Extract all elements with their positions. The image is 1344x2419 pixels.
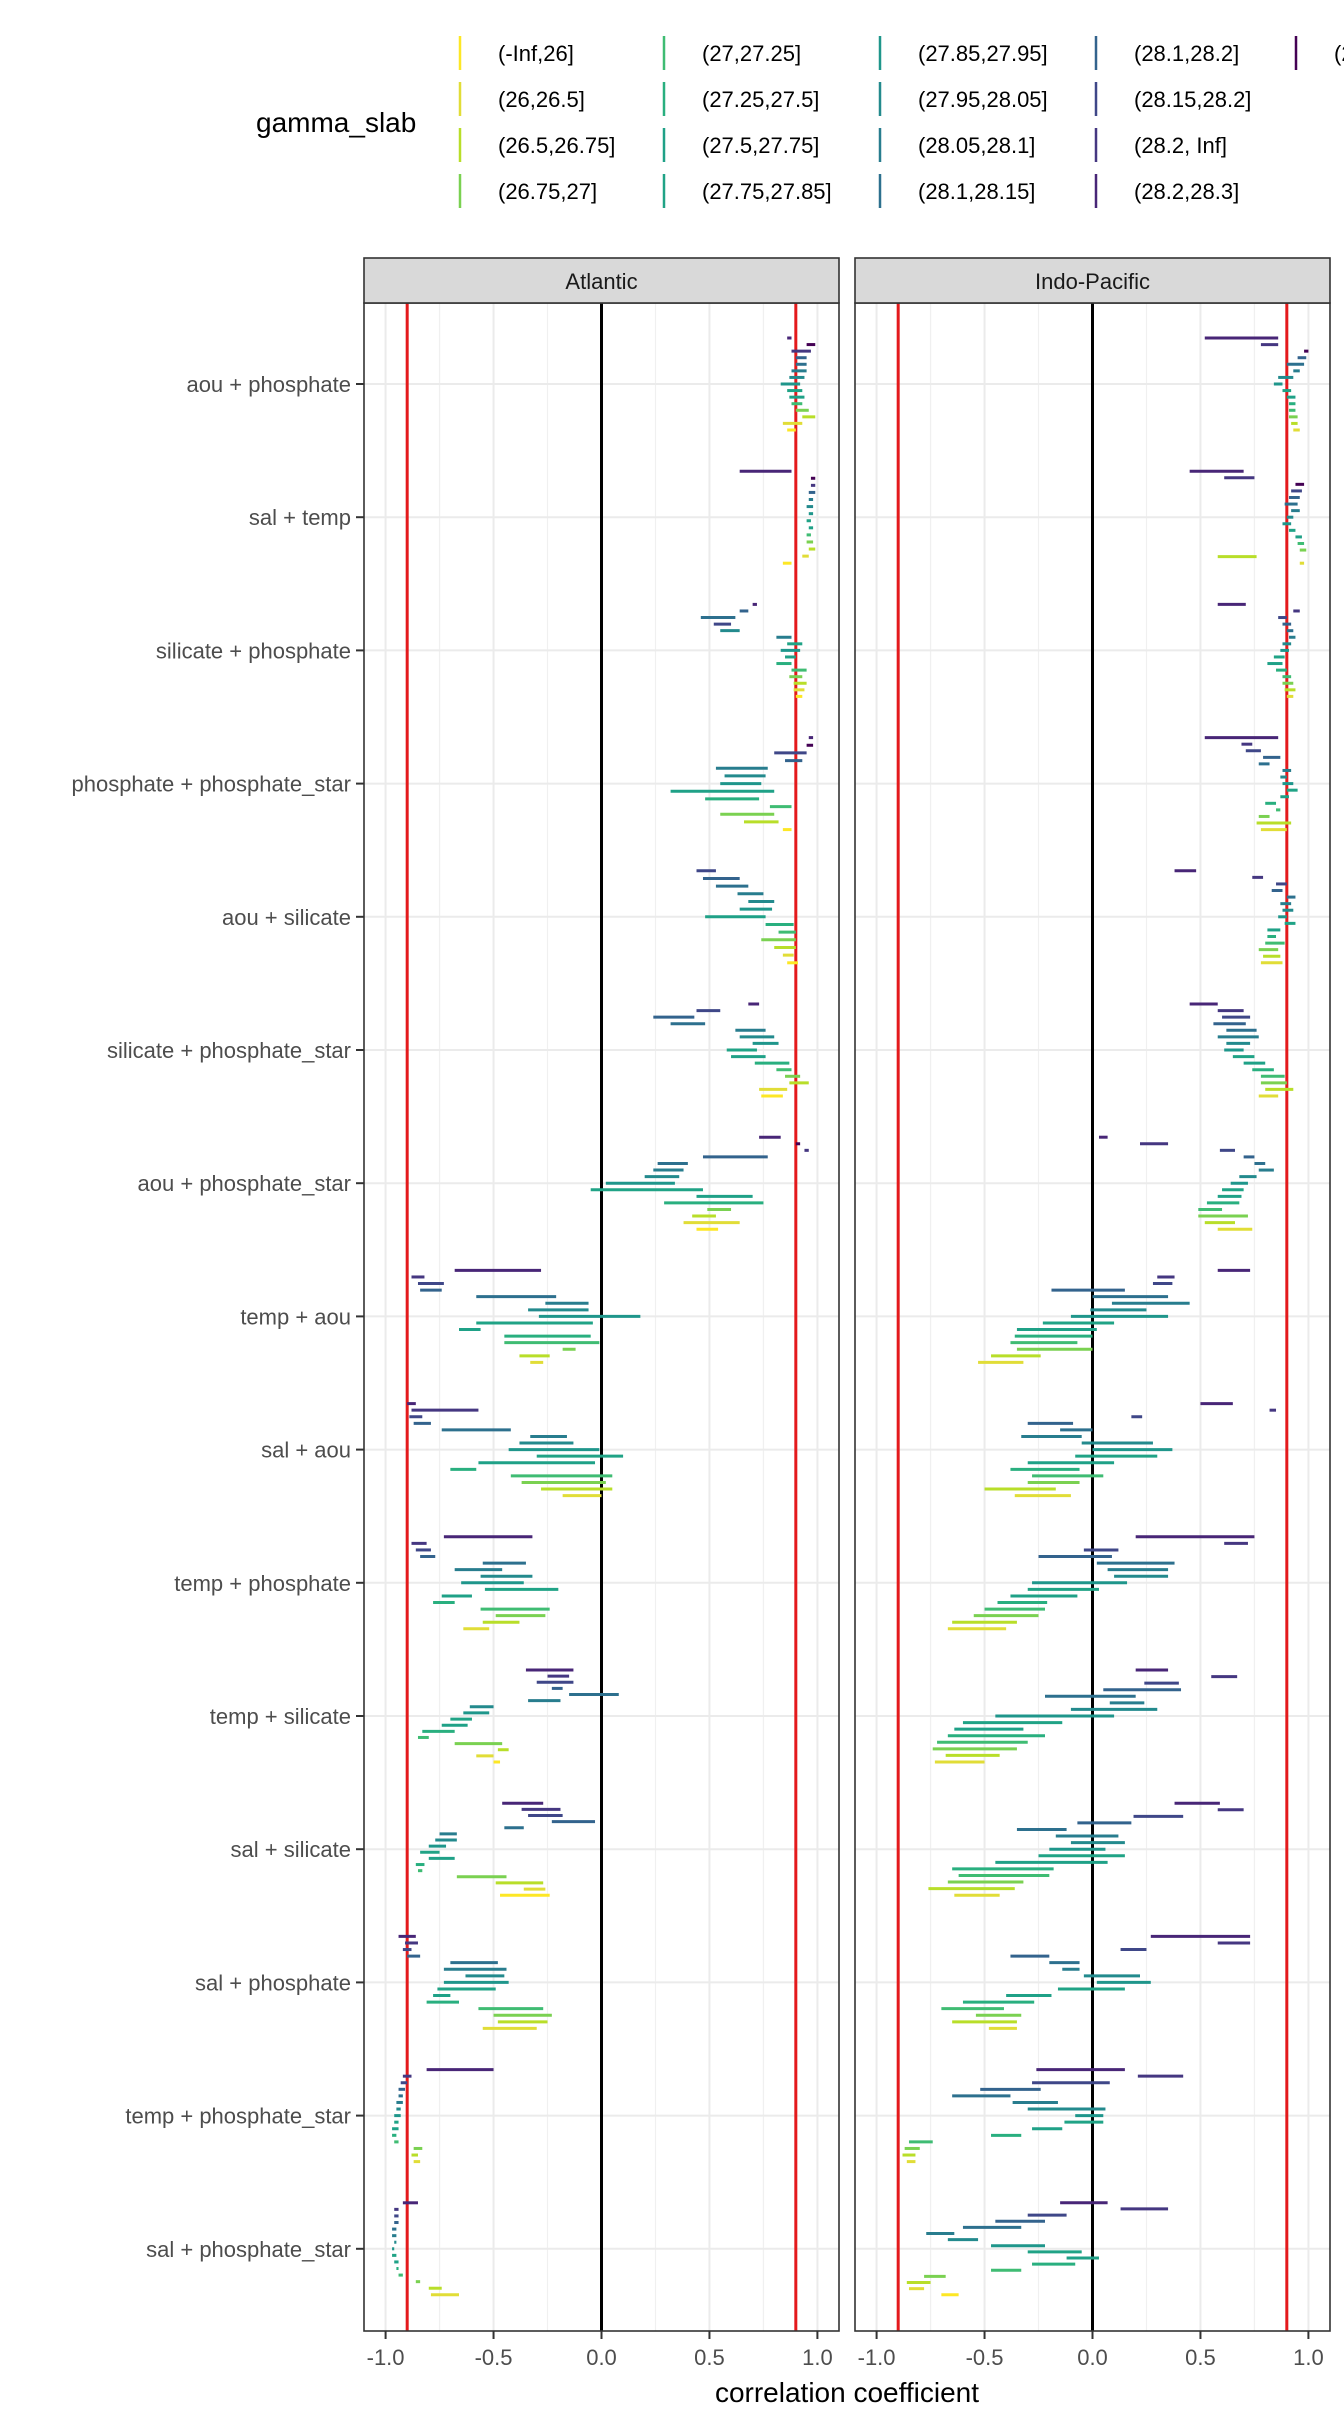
x-axis-title: correlation coefficient — [715, 2377, 979, 2408]
x-tick-label: -1.0 — [858, 2345, 896, 2370]
y-tick-label: sal + silicate — [231, 1837, 351, 1862]
legend-label-0: (-Inf,26] — [498, 41, 574, 66]
x-tick-label: -0.5 — [475, 2345, 513, 2370]
legend-label-4: (27,27.25] — [702, 41, 801, 66]
x-tick-label: 0.5 — [1185, 2345, 1216, 2370]
facet-label: Indo-Pacific — [1035, 269, 1150, 294]
y-tick-label: temp + silicate — [210, 1704, 351, 1729]
y-tick-label: sal + temp — [249, 505, 351, 530]
legend-label-16: (28.3,Inf] — [1334, 41, 1344, 66]
y-tick-label: silicate + phosphate — [156, 638, 351, 663]
legend-label-15: (28.2,28.3] — [1134, 179, 1239, 204]
y-tick-label: temp + phosphate — [174, 1571, 351, 1596]
legend-label-2: (26.5,26.75] — [498, 133, 615, 158]
x-tick-label: 0.0 — [586, 2345, 617, 2370]
legend-label-5: (27.25,27.5] — [702, 87, 819, 112]
legend-label-7: (27.75,27.85] — [702, 179, 832, 204]
panel-0: Atlantic -1.0 -0.5 0.0 0.5 1.0 — [363, 257, 840, 2370]
facet-panels: Atlantic -1.0 -0.5 0.0 0.5 1.0 Indo-Pacific -1.… — [363, 257, 1331, 2370]
x-tick-label: 0.0 — [1077, 2345, 1108, 2370]
facet-strip — [363, 257, 840, 304]
y-tick-label: sal + phosphate_star — [146, 2237, 351, 2262]
legend-title: gamma_slab — [256, 107, 416, 138]
x-tick-label: -1.0 — [367, 2345, 405, 2370]
legend-label-6: (27.5,27.75] — [702, 133, 819, 158]
y-tick-label: silicate + phosphate_star — [107, 1038, 351, 1063]
y-tick-label: sal + aou — [261, 1438, 351, 1463]
legend-label-12: (28.1,28.2] — [1134, 41, 1239, 66]
y-tick-label: aou + phosphate — [186, 372, 351, 397]
x-tick-label: 0.5 — [694, 2345, 725, 2370]
legend-label-13: (28.15,28.2] — [1134, 87, 1251, 112]
facet-strip — [854, 257, 1331, 304]
legend-label-8: (27.85,27.95] — [918, 41, 1048, 66]
y-tick-label: sal + phosphate — [195, 1970, 351, 1995]
y-tick-label: temp + aou — [240, 1304, 351, 1329]
y-tick-label: temp + phosphate_star — [125, 2104, 351, 2129]
y-tick-label: aou + phosphate_star — [138, 1171, 351, 1196]
x-tick-label: 1.0 — [802, 2345, 833, 2370]
facet-label: Atlantic — [565, 269, 637, 294]
legend-label-10: (28.05,28.1] — [918, 133, 1035, 158]
legend-label-3: (26.75,27] — [498, 179, 597, 204]
y-axis: aou + phosphate sal + temp silicate + phos… — [71, 372, 364, 2262]
x-tick-label: -0.5 — [966, 2345, 1004, 2370]
legend-label-1: (26,26.5] — [498, 87, 585, 112]
y-tick-label: aou + silicate — [222, 905, 351, 930]
panel-1: Indo-Pacific -1.0 -0.5 0.0 0.5 1.0 — [854, 257, 1331, 2370]
legend-label-14: (28.2, Inf] — [1134, 133, 1227, 158]
legend: gamma_slab (-Inf,26] (26,26.5] (26.5,26.75… — [256, 36, 1344, 208]
legend-label-9: (27.95,28.05] — [918, 87, 1048, 112]
x-tick-label: 1.0 — [1293, 2345, 1324, 2370]
legend-entries: (-Inf,26] (26,26.5] (26.5,26.75] (26.75,27]… — [458, 36, 1344, 208]
y-tick-label: phosphate + phosphate_star — [71, 772, 351, 797]
legend-label-11: (28.1,28.15] — [918, 179, 1035, 204]
